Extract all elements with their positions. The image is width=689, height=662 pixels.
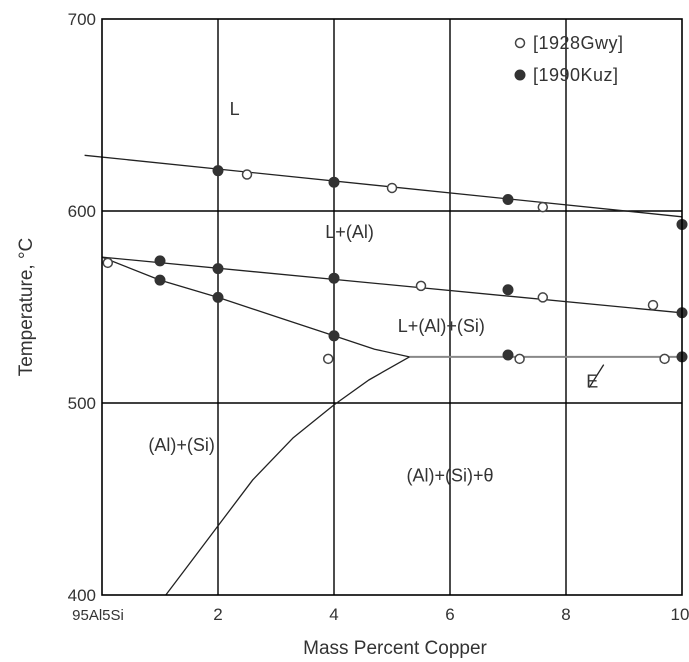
point-1990kuz-11 xyxy=(328,330,340,342)
point-1928gwy-8 xyxy=(322,353,334,365)
x-tick-label-2: 2 xyxy=(213,605,222,624)
grid-lines xyxy=(102,19,682,595)
point-1928gwy-5 xyxy=(415,280,427,292)
eutectic-label: E xyxy=(586,372,598,392)
point-1990kuz-5 xyxy=(212,263,224,275)
x-tick-label-8: 8 xyxy=(561,605,570,624)
point-1990kuz-7 xyxy=(502,284,514,296)
x-tick-label-10: 10 xyxy=(671,605,689,624)
e-leader-line xyxy=(588,364,605,388)
x-tick-label-4: 4 xyxy=(329,605,338,624)
region-label-4: (Al)+(Si)+θ xyxy=(407,466,494,486)
point-1990kuz-10 xyxy=(212,291,224,303)
legend: [1928Gwy] [1990Kuz] xyxy=(514,33,624,85)
point-1928gwy-9 xyxy=(514,353,525,365)
point-1928gwy-0 xyxy=(102,257,114,269)
point-1990kuz-12 xyxy=(502,349,514,361)
point-1990kuz-2 xyxy=(502,193,514,205)
point-1928gwy-6 xyxy=(537,292,549,303)
region-label-0: L xyxy=(230,99,240,119)
y-tick-label-700: 700 xyxy=(68,10,96,29)
legend-marker-1990kuz xyxy=(514,69,526,81)
data-points xyxy=(102,165,688,365)
legend-label-1990kuz: [1990Kuz] xyxy=(533,65,619,85)
liquidus-line xyxy=(84,154,683,218)
point-1990kuz-1 xyxy=(328,176,340,188)
phase-boundary-lines xyxy=(84,154,683,596)
point-1928gwy-7 xyxy=(647,299,659,311)
point-1990kuz-4 xyxy=(154,255,166,267)
legend-label-1928gwy: [1928Gwy] xyxy=(533,33,624,53)
region-label-1: L+(Al) xyxy=(325,222,374,242)
y-tick-label-600: 600 xyxy=(68,202,96,221)
region-labels: L L+(Al) L+(Al)+(Si) (Al)+(Si) (Al)+(Si)+θ E xyxy=(148,99,598,486)
axis-ticks: 2 4 6 8 10 700 600 500 400 xyxy=(68,10,689,624)
point-1990kuz-9 xyxy=(154,274,166,286)
point-1928gwy-3 xyxy=(537,201,549,213)
region-label-3: (Al)+(Si) xyxy=(148,435,215,455)
plot-frame xyxy=(101,18,683,596)
x-origin-label: 95Al5Si xyxy=(72,607,124,624)
region-label-2: L+(Al)+(Si) xyxy=(398,316,485,336)
x-axis-title: Mass Percent Copper xyxy=(303,638,487,659)
y-tick-label-400: 400 xyxy=(68,586,96,605)
point-1990kuz-0 xyxy=(212,165,224,177)
legend-marker-1928gwy xyxy=(514,37,526,49)
x-tick-label-6: 6 xyxy=(445,605,454,624)
upper-boundary-line xyxy=(101,256,683,314)
point-1928gwy-10 xyxy=(659,353,670,365)
point-1990kuz-6 xyxy=(328,272,340,284)
y-axis-title: Temperature, °C xyxy=(16,238,37,377)
y-tick-label-500: 500 xyxy=(68,394,96,413)
solvus-line xyxy=(165,356,410,596)
point-1928gwy-1 xyxy=(241,169,253,180)
point-1928gwy-2 xyxy=(386,182,398,194)
